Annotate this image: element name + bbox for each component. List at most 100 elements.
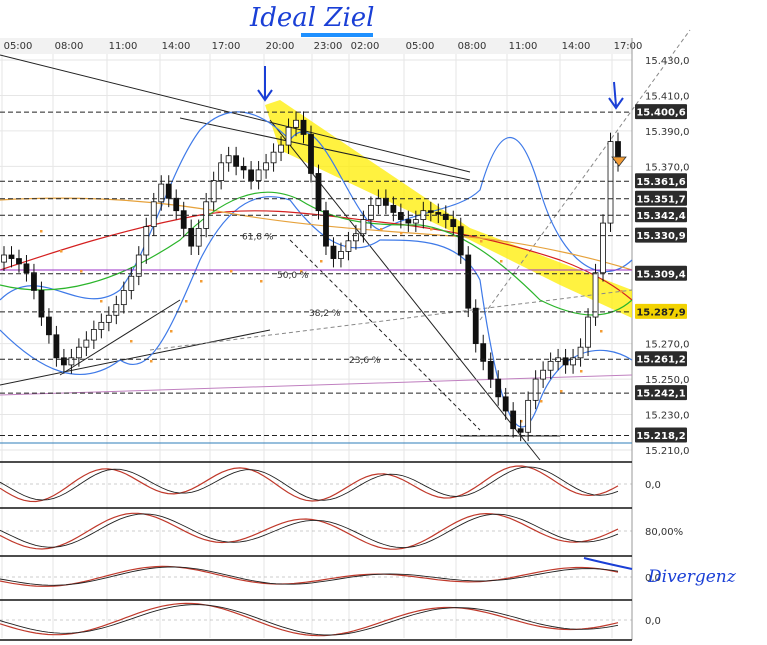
candle xyxy=(240,165,247,171)
price-level-box xyxy=(635,265,687,281)
price-level-label: 15.342,4 xyxy=(636,211,685,222)
panel-label: 0,0 xyxy=(645,616,661,627)
candle xyxy=(495,378,502,398)
sar-dot xyxy=(100,300,103,303)
candle xyxy=(270,151,277,164)
candle xyxy=(562,357,569,366)
yellow-channel xyxy=(265,100,632,318)
candle xyxy=(390,204,397,213)
candle xyxy=(510,410,517,430)
candle xyxy=(195,228,202,247)
candle xyxy=(210,180,217,203)
candle xyxy=(345,240,352,252)
sar-dot xyxy=(580,370,583,373)
candle xyxy=(23,263,30,274)
panel-label: 80,00% xyxy=(645,527,683,538)
candle xyxy=(480,343,487,362)
candle xyxy=(405,219,412,224)
candle xyxy=(165,183,172,199)
candle xyxy=(502,396,509,412)
dashed-line xyxy=(479,29,691,321)
price-level-box xyxy=(635,207,687,223)
sar-dot xyxy=(520,420,523,423)
candlestick-series xyxy=(1,111,627,442)
candle xyxy=(300,119,307,135)
price-level-box xyxy=(635,303,687,319)
candle xyxy=(570,357,576,366)
price-level-label: 15.242,1 xyxy=(636,389,685,400)
trend-line xyxy=(0,329,271,386)
price-levels: 15.400,6 15.361,6 15.351,7 15.342,4 15.330,9… xyxy=(0,104,687,443)
candle xyxy=(353,233,359,242)
candle xyxy=(585,316,591,348)
x-tick-label: 14:00 xyxy=(562,41,591,52)
indicator-line xyxy=(0,512,619,550)
candle xyxy=(180,210,187,229)
candle xyxy=(525,399,532,433)
panel-label: 0,0 xyxy=(645,480,661,491)
sar-dot xyxy=(600,330,603,333)
candle xyxy=(120,290,127,306)
trend-line xyxy=(0,374,633,396)
x-tick-label: 05:00 xyxy=(406,41,435,52)
candle xyxy=(472,307,479,345)
price-level-box xyxy=(635,190,687,206)
candle xyxy=(517,428,524,433)
x-tick-label: 08:00 xyxy=(55,41,84,52)
sar-dot xyxy=(400,232,403,235)
candle xyxy=(255,169,262,181)
candle xyxy=(188,228,195,247)
trend-line xyxy=(59,299,181,376)
price-level-box xyxy=(635,385,687,401)
price-level-box xyxy=(635,227,687,243)
candle xyxy=(53,334,60,359)
x-tick-label: 23:00 xyxy=(314,41,343,52)
indicator-line xyxy=(0,465,619,503)
candle xyxy=(442,213,449,220)
sar-dot xyxy=(500,260,503,263)
price-level-label: 15.400,6 xyxy=(636,108,685,119)
bollinger-lower xyxy=(0,196,633,428)
candle xyxy=(75,346,82,359)
candle xyxy=(173,197,180,212)
fib-labels: 61,8 % 50,0 % 38,2 % 23,6 % xyxy=(242,233,381,367)
sar-dot xyxy=(40,230,43,233)
trend-line xyxy=(179,117,471,181)
sar-dot xyxy=(80,270,83,273)
candle xyxy=(248,169,254,181)
indicator-signal xyxy=(0,513,619,549)
indicator-panels: 0,0 80,00% 0,0 0,0 xyxy=(0,461,683,641)
candle xyxy=(368,204,374,220)
fib-label: 23,6 % xyxy=(349,356,381,366)
y-tick-label: 15.210,0 xyxy=(645,446,690,457)
fib-label: 61,8 % xyxy=(242,233,274,243)
candle xyxy=(315,173,322,212)
candle xyxy=(382,197,389,206)
candle xyxy=(278,144,284,153)
x-axis: 05:00 08:00 11:00 14:00 17:00 20:00 23:00 02:00… xyxy=(0,33,642,54)
candle xyxy=(150,201,157,228)
dashed-line xyxy=(149,289,633,351)
candle xyxy=(83,339,90,348)
x-tick-label: 14:00 xyxy=(162,41,191,52)
price-level-label: 15.287,9 xyxy=(636,307,685,318)
sar-dot xyxy=(60,250,63,253)
candle xyxy=(113,304,120,316)
y-tick-label: 15.250,0 xyxy=(645,375,690,386)
sar-dot xyxy=(620,290,623,293)
candle xyxy=(435,212,442,215)
candle xyxy=(143,226,150,256)
candle xyxy=(68,357,75,366)
sar-dot xyxy=(260,280,263,283)
x-axis-highlight xyxy=(301,33,373,37)
x-tick-label: 11:00 xyxy=(109,41,138,52)
candle xyxy=(263,162,269,171)
sar-dot xyxy=(130,340,133,343)
price-level-label: 15.330,9 xyxy=(636,231,685,242)
candle xyxy=(465,254,472,309)
x-tick-label: 05:00 xyxy=(4,41,33,52)
arrow-icon xyxy=(257,66,273,102)
candle xyxy=(457,226,464,256)
trend-line xyxy=(269,119,541,461)
x-tick-label: 08:00 xyxy=(458,41,487,52)
